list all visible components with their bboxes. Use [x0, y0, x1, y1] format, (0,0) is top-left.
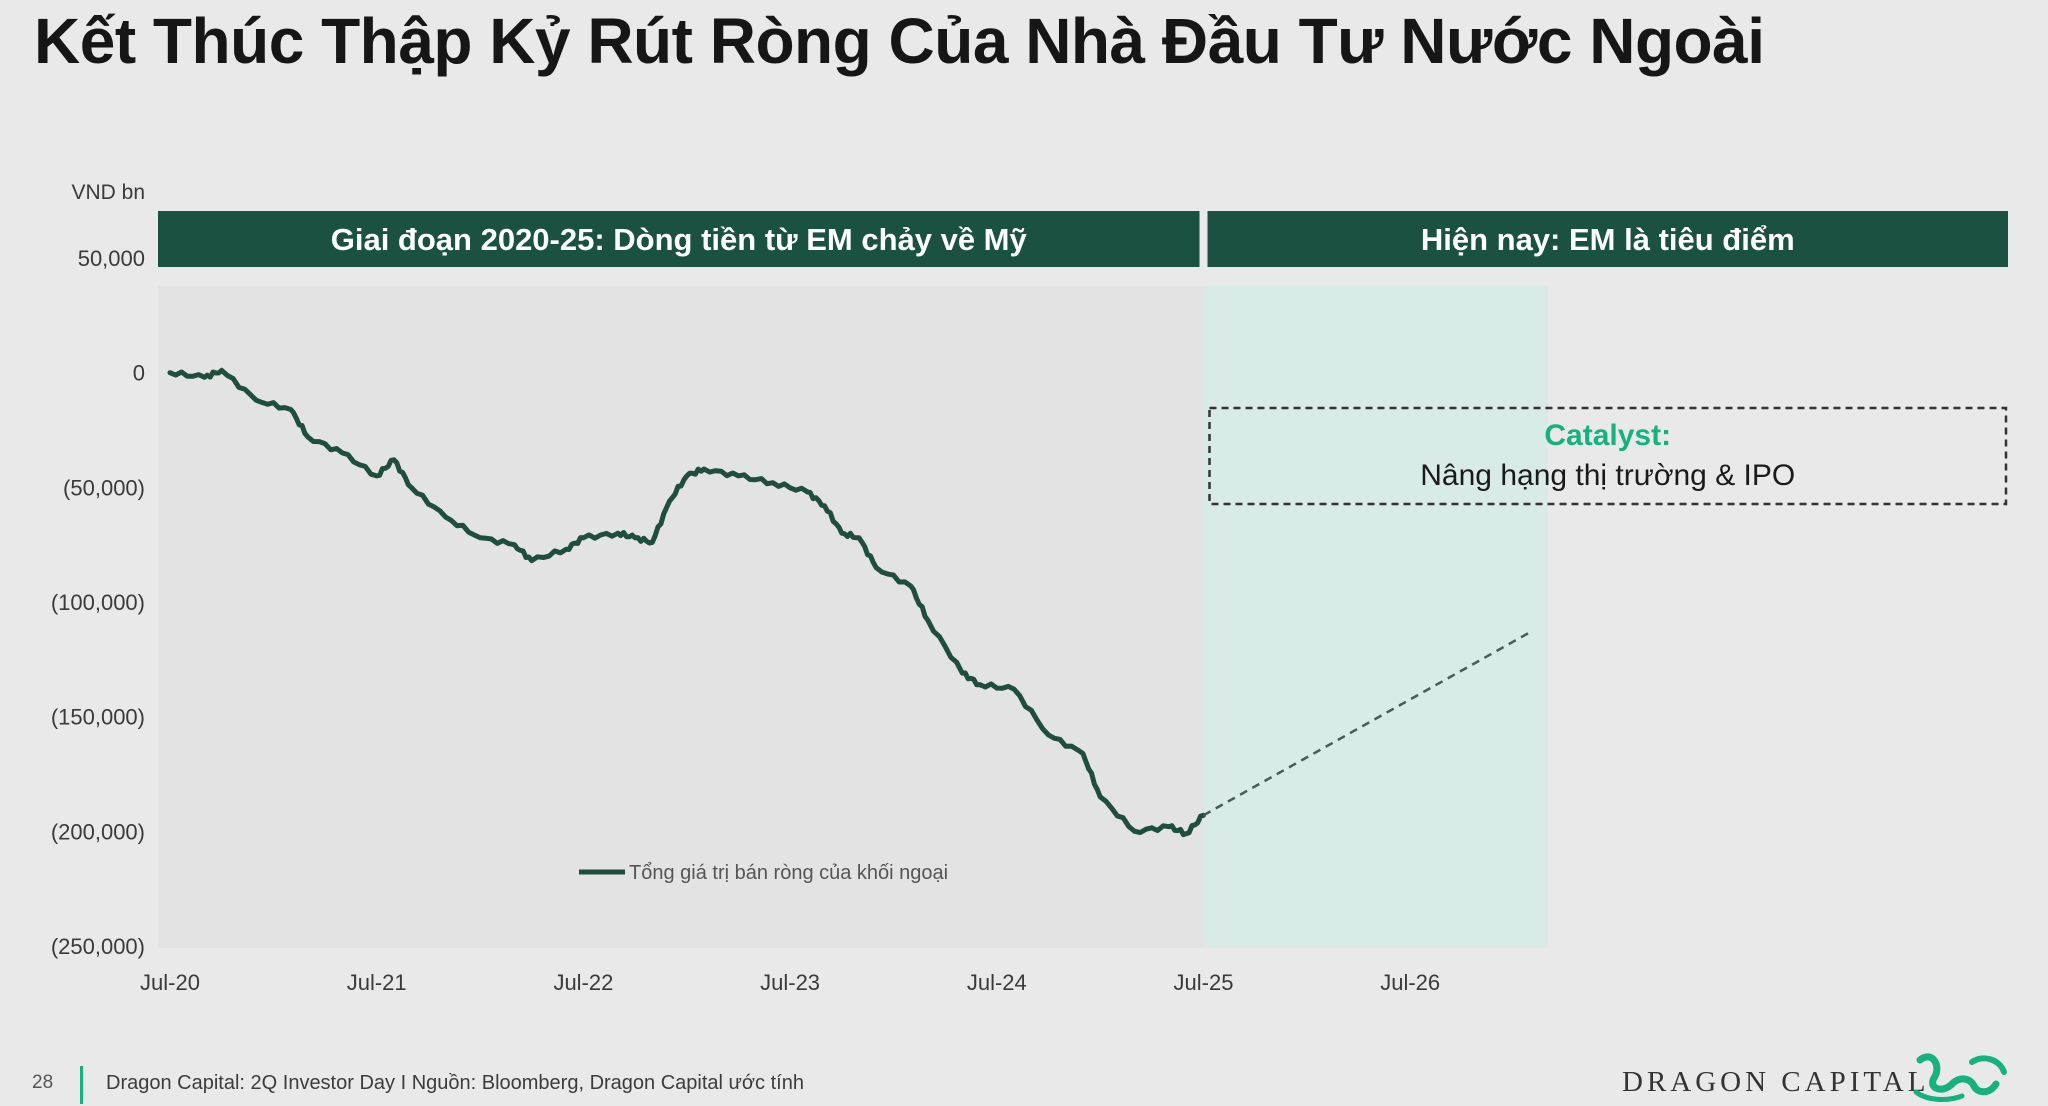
- y-tick-label: (200,000): [51, 819, 145, 844]
- catalyst-annotation: Catalyst: Nâng hạng thị trường & IPO: [1208, 406, 2008, 506]
- period-banner-label: Giai đoạn 2020-25: Dòng tiền từ EM chảy …: [331, 222, 1028, 257]
- y-tick-label: 50,000: [78, 246, 145, 271]
- brand-name: DRAGON CAPITAL: [1622, 1066, 1930, 1098]
- page-number: 28: [32, 1072, 54, 1093]
- dragon-logo-icon: [1913, 1053, 2007, 1102]
- period-banner: [1207, 211, 2008, 267]
- catalyst-title: Catalyst:: [1544, 419, 1671, 452]
- x-tick-label: Jul-25: [1174, 970, 1234, 995]
- footer-divider: [80, 1066, 83, 1104]
- y-tick-label: (250,000): [51, 934, 145, 959]
- period-banner-label: Hiện nay: EM là tiêu điểm: [1421, 222, 1795, 257]
- forecast-region: [1203, 286, 1548, 948]
- y-tick-label: (150,000): [51, 705, 145, 730]
- y-tick-label: (100,000): [51, 590, 145, 615]
- source-note: Dragon Capital: 2Q Investor Day I Nguồn:…: [106, 1072, 804, 1094]
- x-tick-label: Jul-26: [1380, 970, 1440, 995]
- legend: Tổng giá trị bán ròng của khối ngoại: [579, 862, 948, 884]
- x-tick-label: Jul-20: [140, 970, 200, 995]
- x-tick-label: Jul-23: [760, 970, 820, 995]
- slide-title: Kết Thúc Thập Kỷ Rút Ròng Của Nhà Đầu Tư…: [34, 5, 1765, 77]
- x-tick-label: Jul-21: [347, 970, 407, 995]
- x-tick-label: Jul-22: [553, 970, 613, 995]
- y-tick-label: (50,000): [63, 475, 145, 500]
- catalyst-text: Nâng hạng thị trường & IPO: [1420, 459, 1795, 492]
- y-tick-label: 0: [133, 361, 145, 386]
- period-banner: [158, 211, 1200, 267]
- legend-label: Tổng giá trị bán ròng của khối ngoại: [629, 862, 948, 884]
- catalyst-box: [1208, 406, 2008, 506]
- y-axis-unit-label: VND bn: [71, 181, 145, 204]
- forecast-trend-line: [1202, 630, 1532, 817]
- x-tick-label: Jul-24: [967, 970, 1027, 995]
